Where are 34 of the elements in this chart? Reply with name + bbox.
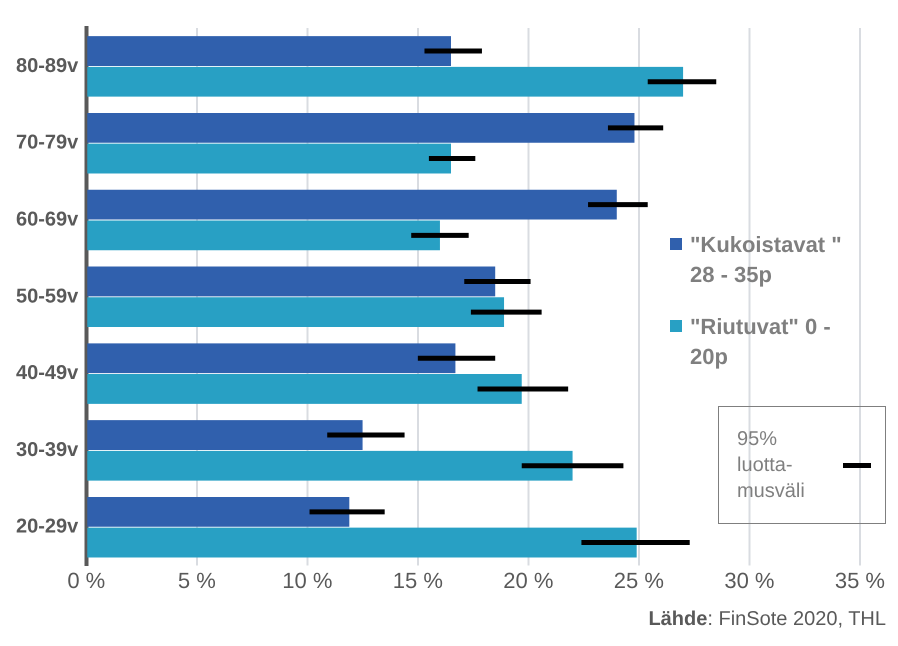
x-tick-label: 5 %	[178, 568, 216, 593]
x-tick-label: 30 %	[724, 568, 774, 593]
bar	[87, 36, 451, 66]
x-tick-label: 35 %	[834, 568, 886, 593]
bar	[87, 266, 496, 296]
bar	[87, 343, 456, 374]
y-tick-label: 40-49v	[16, 362, 80, 384]
text: Lähde: FinSote 2020, THL	[648, 608, 886, 630]
bar	[87, 144, 451, 174]
y-tick-label: 70-79v	[16, 132, 80, 154]
x-tick-label: 0 %	[67, 568, 106, 593]
legend-label: "Riutuvat" 0 - 20p	[690, 313, 832, 371]
y-tick-label: 60-69v	[16, 208, 80, 231]
bar	[87, 66, 684, 97]
bar	[87, 420, 363, 450]
bar	[87, 220, 440, 250]
x-tick-label: 20 %	[503, 568, 554, 593]
bar	[87, 496, 350, 527]
legend-label: "Kukoistavat " 28 - 35p	[690, 231, 843, 289]
bar	[87, 450, 573, 481]
y-tick-label: 50-59v	[16, 285, 80, 308]
annotation: 95% luotta-musväli	[737, 427, 806, 504]
bar	[87, 297, 504, 328]
bar	[87, 190, 617, 220]
y-tick-label: 20-29v	[16, 516, 80, 538]
x-tick-label: 25 %	[614, 568, 664, 593]
key-box: 95% luotta-musväli	[718, 406, 886, 524]
bar	[87, 112, 634, 143]
x-tick-label: 10 %	[282, 568, 332, 593]
bar	[87, 374, 522, 404]
y-tick-label: 30-39v	[16, 438, 80, 461]
bar	[87, 528, 637, 558]
x-tick-label: 15 %	[392, 568, 443, 593]
y-tick-label: 80-89v	[16, 54, 80, 77]
